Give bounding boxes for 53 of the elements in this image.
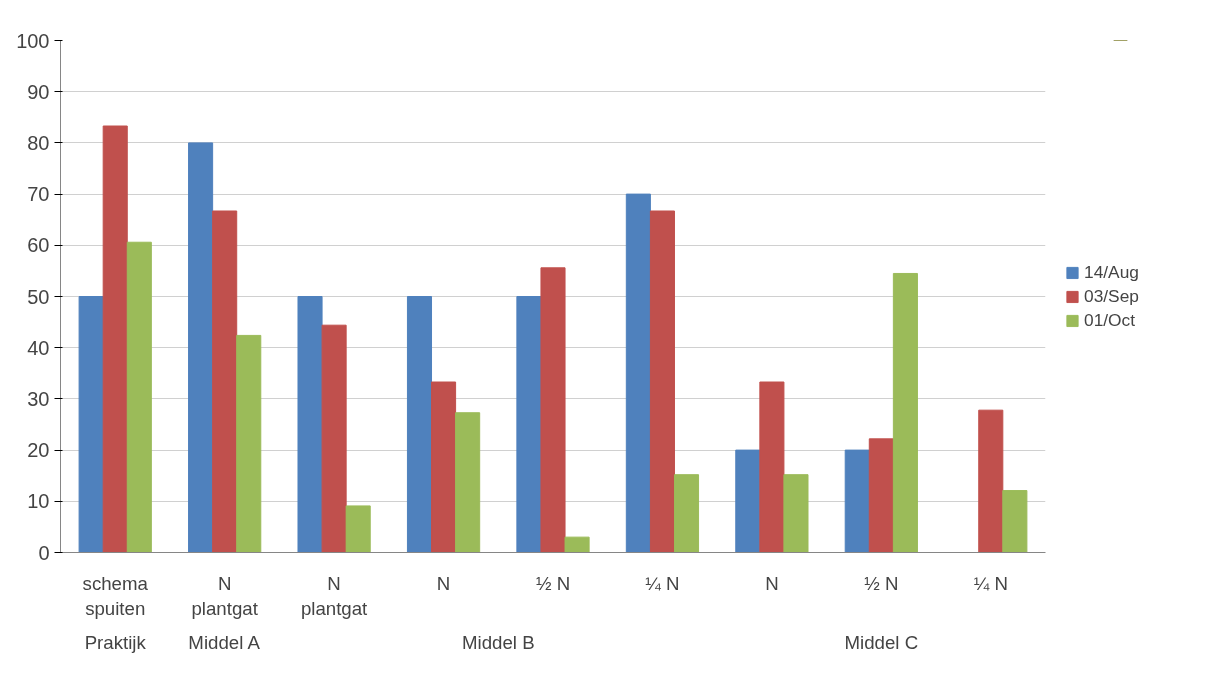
bar: [236, 334, 262, 553]
x-tick-label: ½ N: [535, 572, 571, 594]
x-tick-label: ½ N: [864, 572, 899, 594]
x-tick-label: N plantgat: [191, 572, 259, 619]
text: Praktijk: [84, 631, 147, 653]
bar: [126, 241, 152, 553]
bar: [455, 412, 481, 553]
bar: [844, 449, 870, 553]
y-tick-label: 30: [27, 387, 50, 410]
y-tick-label: 60: [27, 234, 50, 257]
bar: [345, 505, 371, 553]
x-tick-label: N: [765, 572, 779, 594]
bar: [868, 438, 894, 553]
bar: [321, 324, 347, 553]
bar: [649, 210, 675, 553]
y-tick-label: 70: [27, 183, 50, 206]
bar: [564, 536, 590, 553]
y-tick-label: 10: [27, 490, 50, 513]
bar: [673, 474, 700, 553]
x-tick-label: N plantgat: [300, 572, 369, 619]
y-tick-label: 80: [27, 131, 50, 154]
text: Middel C: [844, 631, 919, 653]
bar: [735, 449, 761, 553]
y-tick-label: 20: [27, 439, 50, 462]
bar: [78, 296, 104, 553]
bar: [516, 296, 542, 553]
bar: [188, 142, 214, 553]
legend-label: 01/Oct: [1084, 309, 1136, 331]
x-tick-label: ¼ N: [645, 572, 680, 594]
y-tick-label: 40: [27, 336, 50, 359]
bar: [212, 210, 238, 553]
bar: [783, 474, 809, 553]
bar: [892, 272, 918, 553]
bar: [540, 267, 566, 553]
bar: [1002, 490, 1028, 553]
y-tick-label: 100: [16, 29, 50, 52]
bar: [297, 296, 323, 553]
y-tick-label: 90: [27, 80, 50, 103]
text: Middel A: [188, 631, 261, 653]
x-tick-label: ¼ N: [973, 572, 1008, 594]
y-tick-label: 50: [27, 285, 50, 308]
x-tick-label: N: [436, 572, 451, 594]
bar: [978, 409, 1004, 553]
bar: [406, 296, 433, 553]
bar: [625, 193, 651, 553]
bar: [102, 125, 128, 553]
y-tick-label: 0: [38, 541, 50, 564]
legend-label: 14/Aug: [1084, 261, 1139, 283]
text: Middel B: [461, 631, 535, 653]
bar: [431, 381, 457, 553]
x-tick-label: schema spuiten: [82, 572, 149, 619]
bar: [759, 381, 785, 553]
legend-label: 03/Sep: [1084, 285, 1139, 307]
